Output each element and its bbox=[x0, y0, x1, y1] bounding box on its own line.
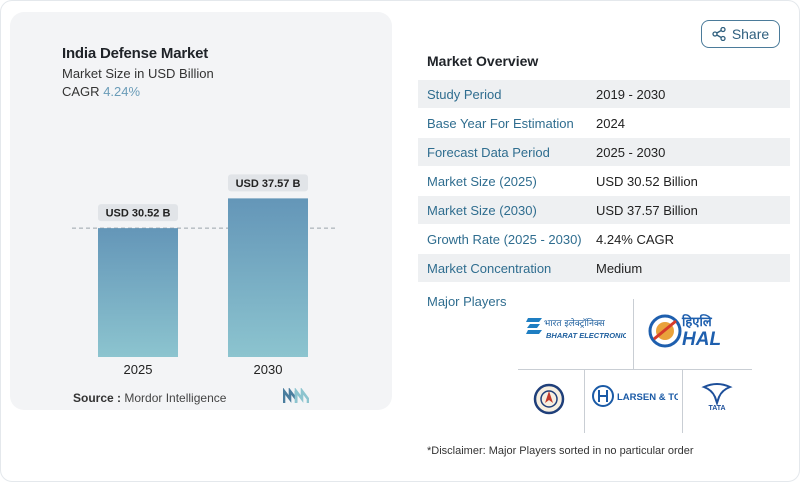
table-row: Market Size (2030) USD 37.57 Billion bbox=[418, 196, 790, 225]
svg-text:HAL: HAL bbox=[682, 329, 721, 349]
bar-2030 bbox=[228, 198, 308, 357]
source-label: Source : bbox=[73, 391, 122, 405]
mordor-logo-icon bbox=[283, 388, 309, 403]
row-value: 4.24% CAGR bbox=[596, 231, 675, 247]
x-tick-label: 2025 bbox=[124, 362, 153, 377]
larsen-toubro-logo: LARSEN & TOUBRO bbox=[592, 385, 678, 407]
share-icon bbox=[712, 27, 726, 41]
bharat-electronics-logo: भारत इलेक्ट्रॉनिक्स BHARAT ELECTRONICS bbox=[526, 317, 626, 340]
bar-2025 bbox=[98, 228, 178, 357]
chart-subtitle: Market Size in USD Billion bbox=[62, 66, 214, 81]
drdo-logo bbox=[533, 383, 565, 415]
data-label: USD 37.57 B bbox=[236, 178, 301, 190]
players-divider bbox=[518, 369, 752, 370]
bar-chart: USD 30.52 B 2025 USD 37.57 B 2030 bbox=[72, 174, 338, 377]
svg-text:LARSEN & TOUBRO: LARSEN & TOUBRO bbox=[617, 392, 678, 403]
row-value: 2024 bbox=[596, 115, 625, 131]
hal-logo: हिएलि HAL bbox=[648, 314, 721, 349]
row-value: Medium bbox=[596, 260, 643, 276]
row-key: Base Year For Estimation bbox=[427, 115, 574, 131]
row-value: 2025 - 2030 bbox=[596, 144, 666, 160]
cagr-label: CAGR bbox=[62, 84, 100, 99]
row-key: Study Period bbox=[427, 86, 502, 102]
data-label: USD 30.52 B bbox=[106, 208, 171, 220]
chart-title: India Defense Market bbox=[62, 45, 209, 62]
table-row: Market Concentration Medium bbox=[418, 254, 790, 283]
major-players-title: Major Players bbox=[427, 294, 507, 309]
data-label-bg bbox=[228, 174, 308, 192]
market-overview-title: Market Overview bbox=[427, 53, 539, 69]
row-value: 2019 - 2030 bbox=[596, 86, 666, 102]
share-label: Share bbox=[731, 26, 770, 42]
chart-cagr: CAGR 4.24% bbox=[62, 84, 140, 99]
source-line: Source : Mordor Intelligence bbox=[73, 391, 226, 405]
cagr-value: 4.24% bbox=[103, 84, 141, 99]
players-divider bbox=[633, 299, 634, 369]
market-overview-table: Study Period 2019 - 2030 Base Year For Es… bbox=[418, 80, 790, 283]
row-key: Market Concentration bbox=[427, 260, 552, 276]
table-row: Market Size (2025) USD 30.52 Billion bbox=[418, 167, 790, 196]
tata-logo: TATA bbox=[701, 383, 733, 412]
row-key: Market Size (2030) bbox=[427, 202, 537, 218]
table-row: Growth Rate (2025 - 2030) 4.24% CAGR bbox=[418, 225, 790, 254]
players-divider bbox=[584, 370, 585, 433]
chart-card bbox=[10, 12, 392, 410]
table-row: Base Year For Estimation 2024 bbox=[418, 109, 790, 138]
row-value: USD 37.57 Billion bbox=[596, 202, 698, 218]
table-row: Forecast Data Period 2025 - 2030 bbox=[418, 138, 790, 167]
data-label-bg bbox=[98, 204, 178, 222]
source-value: Mordor Intelligence bbox=[124, 391, 227, 405]
row-key: Forecast Data Period bbox=[427, 144, 550, 160]
x-tick-label: 2030 bbox=[254, 362, 283, 377]
svg-text:हिएलि: हिएलि bbox=[681, 314, 713, 330]
svg-text:भारत इलेक्ट्रॉनिक्स: भारत इलेक्ट्रॉनिक्स bbox=[544, 317, 606, 329]
share-button[interactable]: Share bbox=[701, 20, 780, 48]
disclaimer: *Disclaimer: Major Players sorted in no … bbox=[427, 445, 694, 457]
table-row: Study Period 2019 - 2030 bbox=[418, 80, 790, 109]
players-divider bbox=[682, 370, 683, 433]
row-key: Market Size (2025) bbox=[427, 173, 537, 189]
svg-text:BHARAT ELECTRONICS: BHARAT ELECTRONICS bbox=[546, 331, 626, 340]
row-key: Growth Rate (2025 - 2030) bbox=[427, 231, 582, 247]
svg-text:TATA: TATA bbox=[708, 405, 725, 412]
row-value: USD 30.52 Billion bbox=[596, 173, 698, 189]
